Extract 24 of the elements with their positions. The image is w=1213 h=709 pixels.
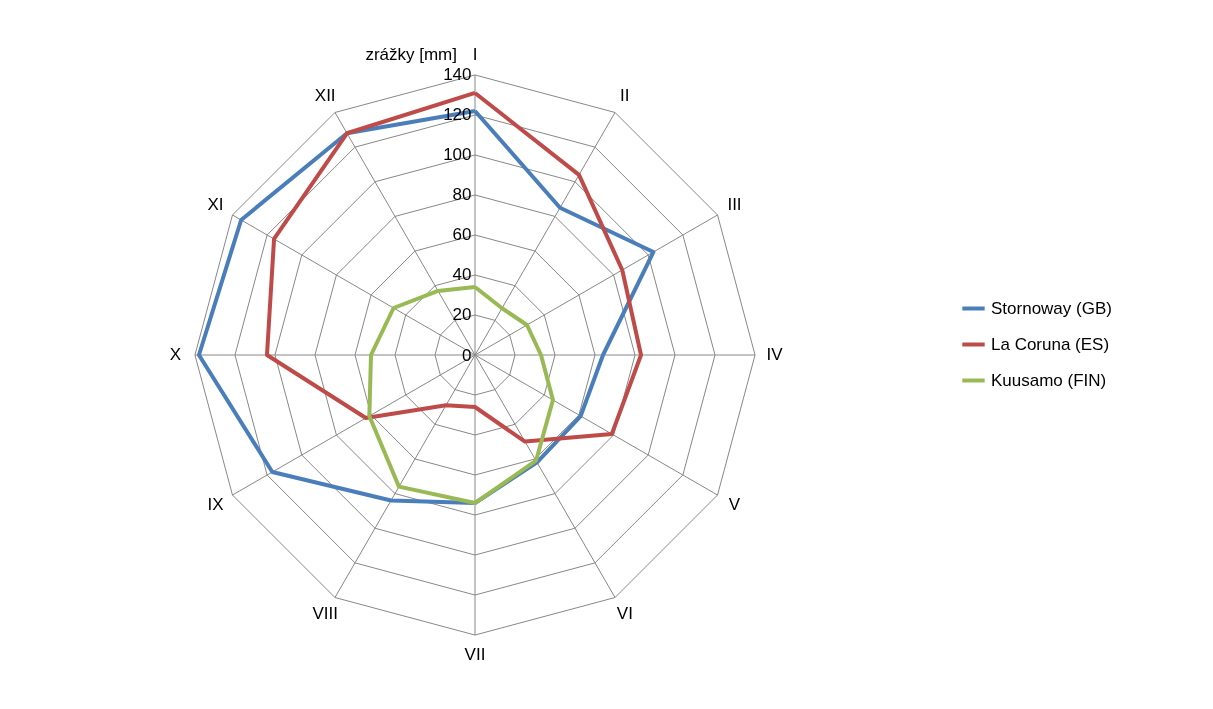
spoke-label: V: [728, 494, 741, 514]
spoke-label: I: [472, 45, 478, 65]
text: zrážky [mm]: [365, 45, 457, 65]
legend-label: Stornoway (GB): [991, 298, 1112, 318]
spoke-label: VII: [464, 644, 486, 664]
spoke-label: X: [169, 345, 182, 364]
legend-label: La Coruna (ES): [991, 334, 1110, 354]
y-tick-label: 20: [452, 305, 472, 325]
y-tick-label: 60: [452, 225, 472, 245]
spoke-label: VI: [616, 604, 633, 624]
spoke-label: IV: [766, 345, 784, 364]
spoke-label: VIII: [312, 604, 338, 624]
spoke-label: III: [727, 195, 742, 215]
spoke-label: IX: [207, 494, 224, 514]
spoke-label: XII: [314, 85, 336, 105]
legend-label: Kuusamo (FIN): [991, 370, 1107, 390]
y-tick-label: 100: [443, 145, 472, 165]
y-tick-label: 120: [443, 105, 472, 125]
y-tick-label: 80: [452, 185, 472, 205]
spoke-label: XI: [207, 195, 224, 215]
spoke-label: II: [620, 85, 630, 105]
y-tick-label: 140: [443, 65, 472, 85]
y-tick-label: 0: [462, 345, 472, 365]
y-tick-label: 40: [452, 265, 472, 285]
